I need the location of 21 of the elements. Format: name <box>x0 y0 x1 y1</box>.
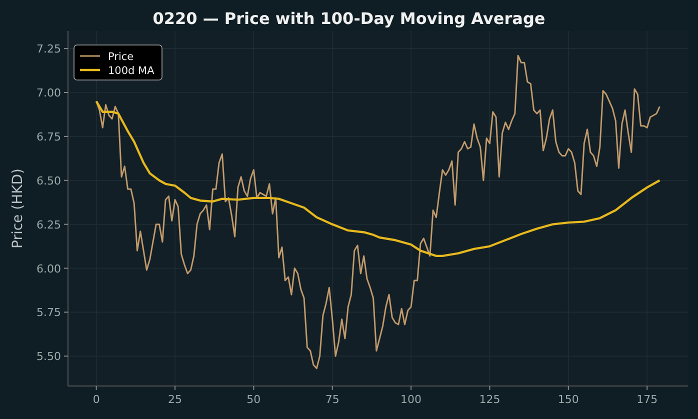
x-tick-label: 25 <box>168 393 182 406</box>
y-axis-title: Price (HKD) <box>10 168 26 249</box>
line-series <box>95 100 661 258</box>
x-tick-label: 75 <box>325 393 340 406</box>
x-tick-label: 150 <box>558 393 579 406</box>
y-tick-label: 7.00 <box>36 86 61 100</box>
x-tick-label: 50 <box>246 393 261 406</box>
y-tick-label: 5.50 <box>36 350 61 364</box>
y-tick-label: 6.75 <box>36 130 61 144</box>
x-tick-label: 100 <box>400 393 422 406</box>
y-tick-label: 6.25 <box>36 218 61 232</box>
y-tick-label: 7.25 <box>36 42 61 56</box>
y-tick-label: 6.00 <box>36 262 61 276</box>
x-tick-label: 0 <box>92 393 100 406</box>
x-tick-label: 175 <box>636 393 658 406</box>
legend-label: Price <box>108 51 134 63</box>
legend-label: 100d MA <box>108 65 156 77</box>
chart-title: 0220 — Price with 100-Day Moving Average <box>152 9 546 28</box>
x-tick-label: 125 <box>479 393 500 406</box>
y-tick-label: 5.75 <box>36 306 61 320</box>
y-tick-label: 6.50 <box>36 174 61 188</box>
